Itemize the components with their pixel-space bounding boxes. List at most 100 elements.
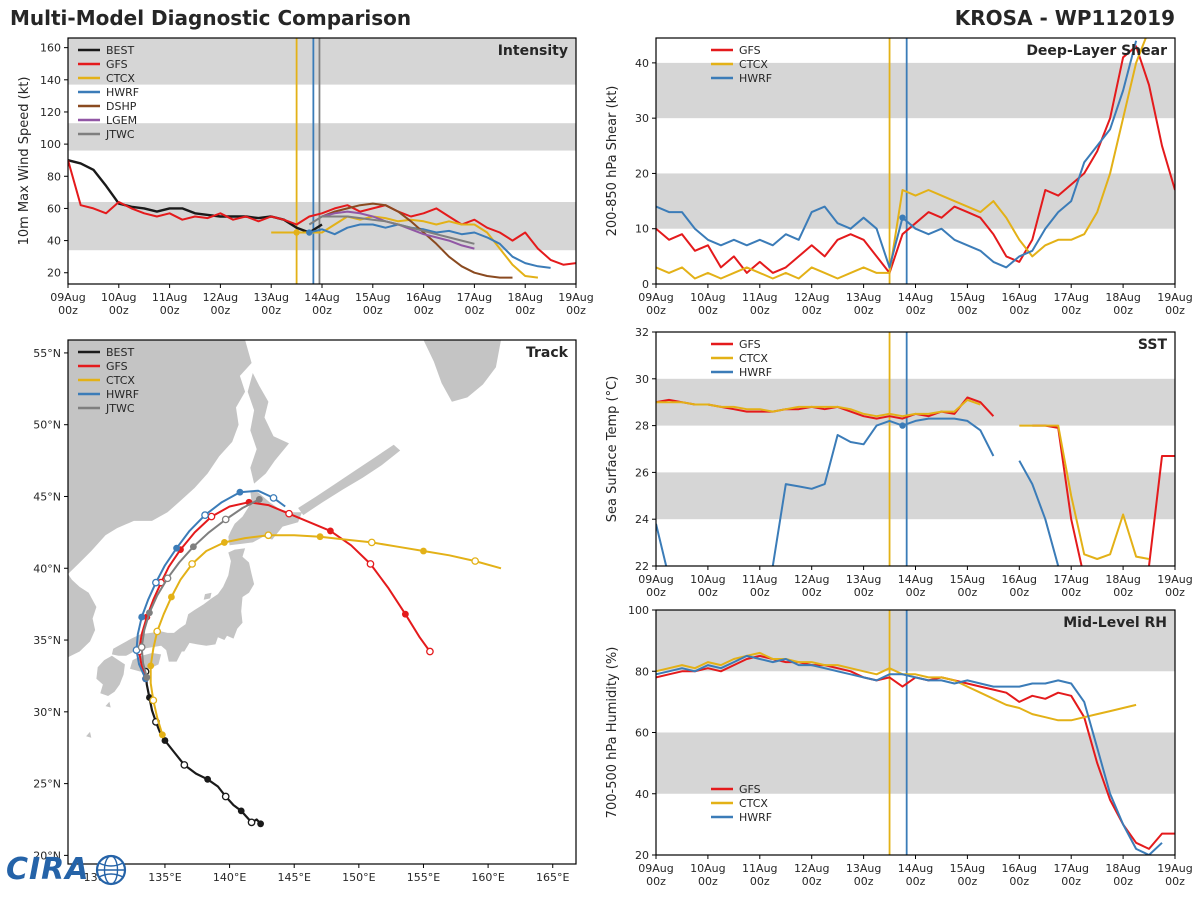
svg-text:15Aug: 15Aug <box>950 291 985 304</box>
svg-text:00z: 00z <box>1165 875 1185 888</box>
svg-text:HWRF: HWRF <box>106 86 139 99</box>
track-marker-open <box>366 560 375 568</box>
svg-text:00z: 00z <box>1113 586 1133 599</box>
svg-text:120: 120 <box>40 106 61 119</box>
track-marker-filled <box>138 613 146 621</box>
sst-panel: 22242628303209Aug00z10Aug00z11Aug00z12Au… <box>605 326 1193 599</box>
svg-text:26: 26 <box>635 466 649 479</box>
track-marker-open <box>180 761 189 769</box>
svg-text:00z: 00z <box>1061 586 1081 599</box>
svg-text:19Aug: 19Aug <box>1157 291 1192 304</box>
svg-text:40: 40 <box>47 235 61 248</box>
svg-text:18Aug: 18Aug <box>1105 573 1140 586</box>
svg-text:13Aug: 13Aug <box>253 291 288 304</box>
svg-text:GFS: GFS <box>106 360 128 373</box>
svg-text:JTWC: JTWC <box>105 402 135 415</box>
track-marker-open <box>247 818 256 827</box>
track-marker-filled <box>236 488 244 496</box>
track-panel: 20°N25°N30°N35°N40°N45°N50°N55°N130°E135… <box>33 339 577 884</box>
svg-text:00z: 00z <box>109 304 129 317</box>
landmass <box>423 340 501 402</box>
svg-text:CTCX: CTCX <box>739 58 768 71</box>
landmass <box>228 490 302 546</box>
svg-text:40°N: 40°N <box>33 562 61 575</box>
svg-text:00z: 00z <box>261 304 281 317</box>
svg-text:30: 30 <box>635 112 649 125</box>
track-marker-filled <box>327 527 334 535</box>
svg-text:40: 40 <box>635 57 649 70</box>
svg-text:30: 30 <box>635 373 649 386</box>
shear-series-CTCX <box>656 38 1147 280</box>
svg-text:11Aug: 11Aug <box>152 291 187 304</box>
track-marker-open <box>221 515 230 524</box>
track-marker-open <box>264 531 273 540</box>
landmass <box>247 373 289 484</box>
svg-text:00z: 00z <box>646 586 666 599</box>
landmass <box>68 340 252 574</box>
svg-text:45°N: 45°N <box>33 490 61 503</box>
landmass <box>130 653 162 672</box>
svg-text:00z: 00z <box>1165 586 1185 599</box>
shear-band <box>656 173 1175 229</box>
svg-text:00z: 00z <box>515 304 535 317</box>
svg-text:12Aug: 12Aug <box>794 291 829 304</box>
svg-text:CTCX: CTCX <box>739 797 768 810</box>
svg-text:24: 24 <box>635 513 649 526</box>
intensity-series-GFS <box>68 159 576 266</box>
svg-text:00z: 00z <box>1113 304 1133 317</box>
intensity-dot-HWRF <box>306 229 313 236</box>
svg-text:09Aug: 09Aug <box>638 573 673 586</box>
svg-text:16Aug: 16Aug <box>1002 862 1037 875</box>
svg-text:00z: 00z <box>1009 875 1029 888</box>
svg-text:30°N: 30°N <box>33 706 61 719</box>
svg-text:00z: 00z <box>698 875 718 888</box>
svg-text:100: 100 <box>628 604 649 617</box>
svg-text:00z: 00z <box>312 304 332 317</box>
svg-text:10Aug: 10Aug <box>690 862 725 875</box>
track-marker-filled <box>158 731 166 739</box>
svg-text:SST: SST <box>1138 337 1168 353</box>
track-marker-open <box>269 494 278 502</box>
track-marker-open <box>201 511 209 519</box>
svg-text:160: 160 <box>40 42 61 55</box>
svg-text:00z: 00z <box>750 875 770 888</box>
svg-text:GFS: GFS <box>739 783 761 796</box>
svg-text:20°N: 20°N <box>33 849 61 862</box>
track-marker-open <box>207 512 216 521</box>
track-marker-filled <box>257 820 265 828</box>
shear-band <box>656 62 1175 119</box>
svg-text:00z: 00z <box>465 304 485 317</box>
track-series-BEST <box>144 671 262 825</box>
svg-text:00z: 00z <box>1009 304 1029 317</box>
svg-text:00z: 00z <box>854 304 874 317</box>
svg-text:GFS: GFS <box>739 44 761 57</box>
svg-text:140°E: 140°E <box>213 871 246 884</box>
svg-text:00z: 00z <box>854 586 874 599</box>
svg-text:17Aug: 17Aug <box>1053 862 1088 875</box>
svg-text:12Aug: 12Aug <box>794 862 829 875</box>
svg-text:19Aug: 19Aug <box>558 291 593 304</box>
svg-text:00z: 00z <box>958 586 978 599</box>
svg-text:22: 22 <box>635 560 649 573</box>
svg-text:13Aug: 13Aug <box>846 862 881 875</box>
landmass <box>86 731 92 738</box>
track-marker-open <box>149 696 158 705</box>
svg-text:11Aug: 11Aug <box>742 573 777 586</box>
track-marker-filled <box>161 737 169 744</box>
svg-text:00z: 00z <box>906 586 926 599</box>
track-marker-filled <box>420 547 427 555</box>
svg-text:10Aug: 10Aug <box>690 573 725 586</box>
track-marker-open <box>188 560 196 568</box>
svg-text:GFS: GFS <box>106 58 128 71</box>
svg-text:00z: 00z <box>906 304 926 317</box>
svg-text:00z: 00z <box>646 875 666 888</box>
track-marker-open <box>163 574 172 583</box>
shear-panel: 01020304009Aug00z10Aug00z11Aug00z12Aug00… <box>605 37 1193 317</box>
svg-text:00z: 00z <box>750 304 770 317</box>
sst-series-CTCX <box>656 398 1150 560</box>
svg-text:00z: 00z <box>802 586 822 599</box>
svg-text:DSHP: DSHP <box>106 100 137 113</box>
